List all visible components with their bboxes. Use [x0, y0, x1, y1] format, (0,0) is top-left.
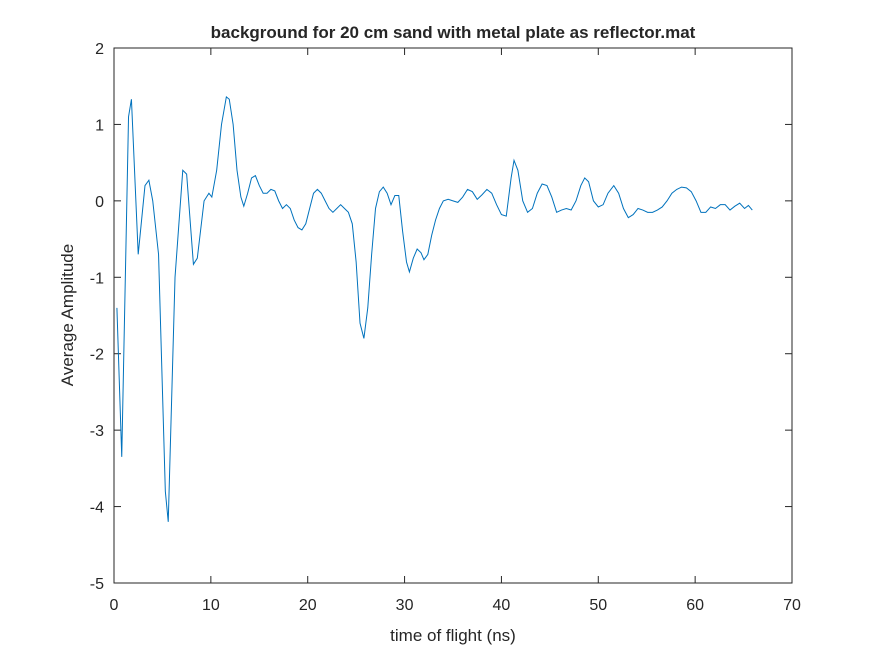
y-tick-label: -1 [90, 270, 104, 287]
y-tick-label: 1 [95, 117, 104, 134]
y-tick-label: -2 [90, 347, 104, 364]
x-tick-label: 0 [110, 597, 119, 614]
chart-title: background for 20 cm sand with metal pla… [211, 23, 696, 42]
x-axis-label: time of flight (ns) [390, 626, 516, 645]
x-tick-label: 40 [493, 597, 511, 614]
x-tick-label: 20 [299, 597, 317, 614]
y-tick-label: -4 [90, 500, 104, 517]
data-line [116, 95, 753, 522]
x-tick-label: 60 [686, 597, 704, 614]
y-tick-label: 2 [95, 41, 104, 58]
y-tick-label: 0 [95, 194, 104, 211]
plot-frame [113, 47, 793, 584]
y-axis-label: Average Amplitude [58, 244, 77, 386]
x-tick-label: 10 [202, 597, 220, 614]
x-tick-label: 30 [396, 597, 414, 614]
x-tick-label: 50 [589, 597, 607, 614]
x-tick-label: 70 [783, 597, 801, 614]
y-tick-label: -5 [90, 576, 104, 593]
y-tick-label: -3 [90, 423, 104, 440]
